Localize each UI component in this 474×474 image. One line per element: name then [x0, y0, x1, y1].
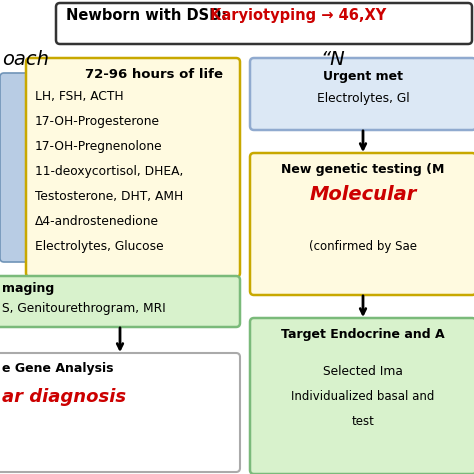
FancyBboxPatch shape — [0, 276, 240, 327]
Text: 17-OH-Progesterone: 17-OH-Progesterone — [35, 115, 160, 128]
Text: (confirmed by Sae: (confirmed by Sae — [309, 240, 417, 253]
Text: LH, FSH, ACTH: LH, FSH, ACTH — [35, 90, 124, 103]
Text: Karyiotyping → 46,XY: Karyiotyping → 46,XY — [210, 8, 386, 23]
Text: 17-OH-Pregnenolone: 17-OH-Pregnenolone — [35, 140, 163, 153]
Text: 11-deoxycortisol, DHEA,: 11-deoxycortisol, DHEA, — [35, 165, 183, 178]
Text: e Gene Analysis: e Gene Analysis — [2, 362, 113, 375]
Text: New genetic testing (M: New genetic testing (M — [281, 163, 445, 176]
Text: S, Genitourethrogram, MRI: S, Genitourethrogram, MRI — [2, 302, 166, 315]
FancyBboxPatch shape — [250, 153, 474, 295]
Text: ar diagnosis: ar diagnosis — [2, 388, 126, 406]
FancyBboxPatch shape — [0, 353, 240, 472]
Text: Electrolytes, Glucose: Electrolytes, Glucose — [35, 240, 164, 253]
Text: Electrolytes, Gl: Electrolytes, Gl — [317, 92, 410, 105]
Text: maging: maging — [2, 282, 54, 295]
Text: Urgent met: Urgent met — [323, 70, 403, 83]
Text: Δ4-androstenedione: Δ4-androstenedione — [35, 215, 159, 228]
Text: Individualized basal and: Individualized basal and — [292, 390, 435, 403]
Text: Selected Ima: Selected Ima — [323, 365, 403, 378]
FancyBboxPatch shape — [250, 318, 474, 474]
Text: 72-96 hours of life: 72-96 hours of life — [85, 68, 223, 81]
Text: Testosterone, DHT, AMH: Testosterone, DHT, AMH — [35, 190, 183, 203]
Text: oach: oach — [2, 50, 49, 69]
FancyBboxPatch shape — [250, 58, 474, 130]
FancyBboxPatch shape — [56, 3, 472, 44]
FancyBboxPatch shape — [0, 73, 30, 262]
Text: “N: “N — [320, 50, 345, 69]
FancyBboxPatch shape — [26, 58, 240, 277]
Text: test: test — [352, 415, 374, 428]
Text: Target Endocrine and A: Target Endocrine and A — [281, 328, 445, 341]
Text: Molecular: Molecular — [310, 185, 417, 204]
Text: Newborn with DSD:: Newborn with DSD: — [66, 8, 232, 23]
